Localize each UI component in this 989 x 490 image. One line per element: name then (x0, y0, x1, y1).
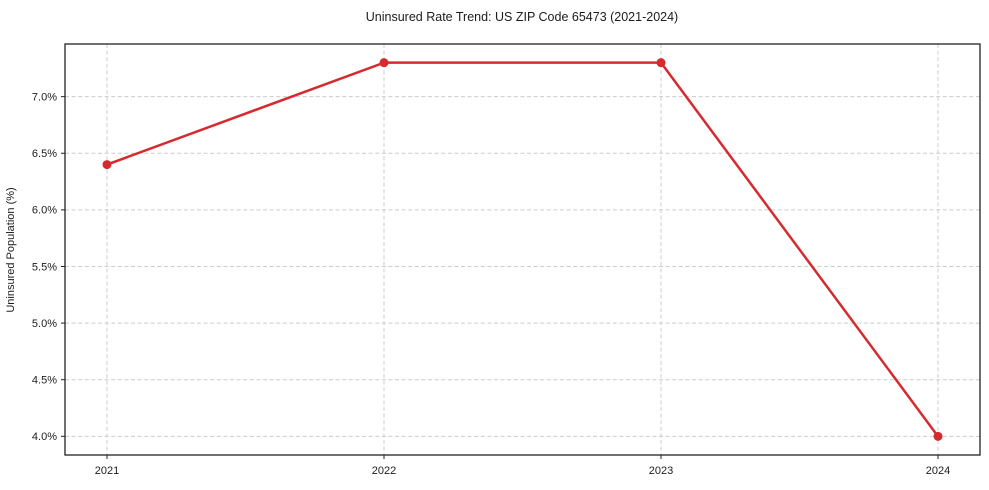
plot-area: 4.0% 4.5% 5.0% 5.5% 6.0% 6.5% 7.0% 2021 2022 2023… (32, 43, 981, 477)
data-point (102, 160, 112, 170)
y-tick-label: 4.5% (32, 375, 57, 387)
y-tick-label: 7.0% (32, 91, 57, 103)
y-tick-label: 4.0% (32, 431, 57, 443)
plot-border (64, 43, 981, 456)
x-tick-label: 2023 (649, 465, 673, 477)
x-tick-label: 2021 (95, 465, 119, 477)
x-tick-label: 2024 (926, 465, 950, 477)
y-tick-label: 5.5% (32, 261, 57, 273)
y-tick-label: 6.5% (32, 148, 57, 160)
data-point (379, 58, 389, 68)
y-axis-label: Uninsured Population (%) (5, 187, 17, 312)
trend-line (105, 61, 940, 438)
chart-title: Uninsured Rate Trend: US ZIP Code 65473 … (366, 10, 678, 24)
data-point (933, 431, 943, 441)
y-tick-label: 5.0% (32, 318, 57, 330)
y-tick-label: 6.0% (32, 205, 57, 217)
x-tick-label: 2022 (372, 465, 396, 477)
data-point (656, 58, 666, 68)
